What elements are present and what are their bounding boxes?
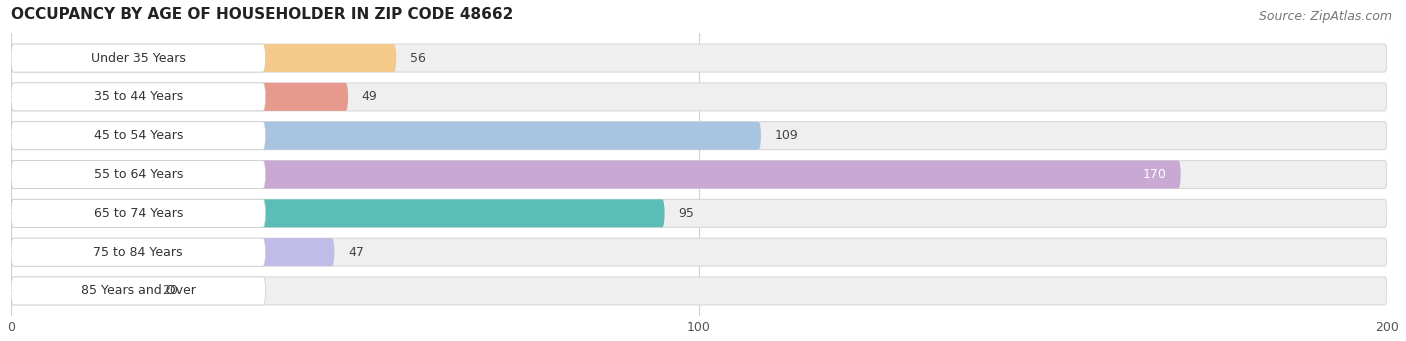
FancyBboxPatch shape <box>11 277 149 305</box>
FancyBboxPatch shape <box>11 44 266 72</box>
FancyBboxPatch shape <box>11 199 665 227</box>
FancyBboxPatch shape <box>11 161 266 189</box>
Text: 47: 47 <box>349 246 364 258</box>
FancyBboxPatch shape <box>11 161 1388 189</box>
FancyBboxPatch shape <box>11 199 1388 227</box>
Text: OCCUPANCY BY AGE OF HOUSEHOLDER IN ZIP CODE 48662: OCCUPANCY BY AGE OF HOUSEHOLDER IN ZIP C… <box>11 7 513 22</box>
FancyBboxPatch shape <box>11 238 1388 266</box>
Text: 85 Years and Over: 85 Years and Over <box>80 284 195 297</box>
Text: 109: 109 <box>775 129 799 142</box>
FancyBboxPatch shape <box>11 238 335 266</box>
Text: 75 to 84 Years: 75 to 84 Years <box>93 246 183 258</box>
FancyBboxPatch shape <box>11 44 396 72</box>
Text: Under 35 Years: Under 35 Years <box>91 51 186 64</box>
Text: 56: 56 <box>411 51 426 64</box>
Text: 65 to 74 Years: 65 to 74 Years <box>94 207 183 220</box>
Text: 35 to 44 Years: 35 to 44 Years <box>94 90 183 103</box>
Text: 55 to 64 Years: 55 to 64 Years <box>94 168 183 181</box>
FancyBboxPatch shape <box>11 277 1388 305</box>
Text: 20: 20 <box>162 284 179 297</box>
FancyBboxPatch shape <box>11 161 1181 189</box>
Text: 95: 95 <box>678 207 695 220</box>
FancyBboxPatch shape <box>11 44 1388 72</box>
Text: 170: 170 <box>1143 168 1167 181</box>
FancyBboxPatch shape <box>11 83 1388 111</box>
FancyBboxPatch shape <box>11 122 761 150</box>
FancyBboxPatch shape <box>11 83 266 111</box>
Text: Source: ZipAtlas.com: Source: ZipAtlas.com <box>1258 10 1392 23</box>
FancyBboxPatch shape <box>11 83 349 111</box>
FancyBboxPatch shape <box>11 122 266 150</box>
FancyBboxPatch shape <box>11 122 1388 150</box>
FancyBboxPatch shape <box>11 199 266 227</box>
Text: 49: 49 <box>361 90 378 103</box>
FancyBboxPatch shape <box>11 238 266 266</box>
Text: 45 to 54 Years: 45 to 54 Years <box>94 129 183 142</box>
FancyBboxPatch shape <box>11 277 266 305</box>
